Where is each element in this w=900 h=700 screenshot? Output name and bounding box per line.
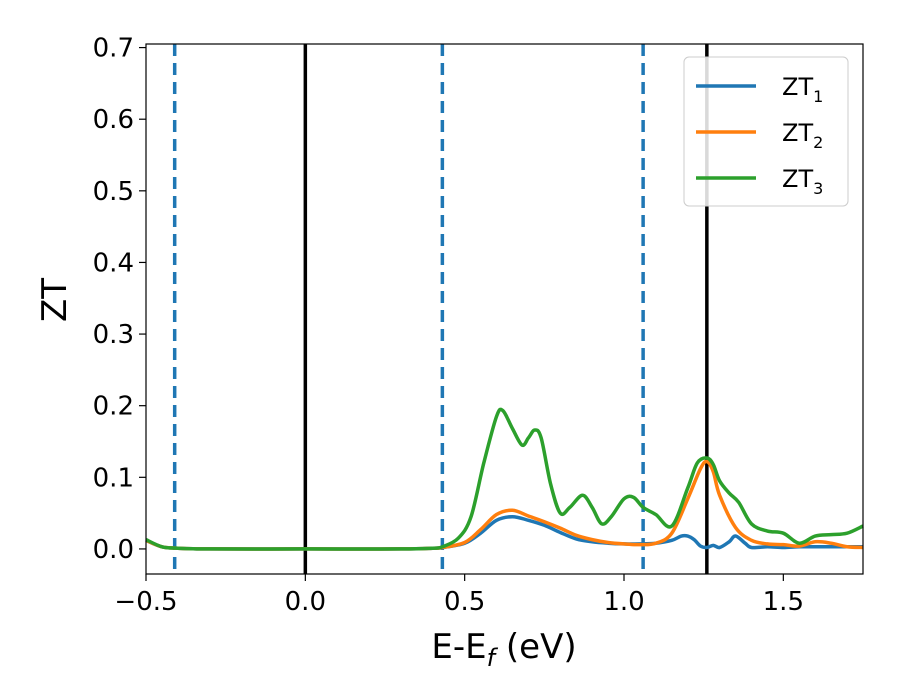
legend-label-zt3: ZT3	[782, 165, 823, 198]
legend-label-subscript: 1	[813, 87, 823, 106]
legend-label-subscript: 2	[813, 133, 823, 152]
legend-label-subscript: 3	[813, 179, 823, 198]
legend-label-zt1: ZT1	[782, 73, 823, 106]
y-tick-label: 0.1	[93, 463, 134, 493]
series-line-zt1	[145, 514, 863, 551]
series-lines	[145, 407, 864, 551]
y-tick-label: 0.6	[93, 105, 134, 135]
x-axis-title-unit: (eV)	[495, 627, 577, 667]
x-tick-label: 1.0	[603, 587, 644, 617]
plot-frame	[145, 43, 864, 575]
legend-label-main: ZT	[782, 73, 813, 101]
y-axis-ticks: 0.0 0.1 0.2 0.3 0.4 0.5 0.6 0.7	[93, 34, 146, 565]
series-line-zt3	[145, 407, 864, 551]
x-axis-ticks: −0.5 0.0 0.5 1.0 1.5	[114, 574, 804, 617]
x-tick-label: 0.0	[285, 587, 326, 617]
legend-box	[683, 56, 849, 207]
x-tick-label: 1.5	[763, 587, 804, 617]
y-axis-title: ZT	[35, 278, 75, 322]
series-line-zt2	[145, 459, 864, 551]
reference-lines	[172, 44, 709, 574]
y-tick-label: 0.0	[93, 535, 134, 565]
y-tick-label: 0.5	[93, 177, 134, 207]
legend-label-main: ZT	[782, 165, 813, 193]
x-tick-label: −0.5	[114, 587, 177, 617]
y-tick-label: 0.3	[93, 320, 134, 350]
y-tick-label: 0.4	[93, 248, 134, 278]
x-axis-title: E-Ef (eV)	[431, 627, 576, 672]
x-axis-title-main: E-E	[431, 627, 486, 667]
y-tick-label: 0.7	[93, 34, 134, 64]
legend-label-zt2: ZT2	[782, 119, 823, 152]
x-tick-label: 0.5	[444, 587, 485, 617]
legend-label-main: ZT	[782, 119, 813, 147]
y-tick-label: 0.2	[93, 392, 134, 422]
